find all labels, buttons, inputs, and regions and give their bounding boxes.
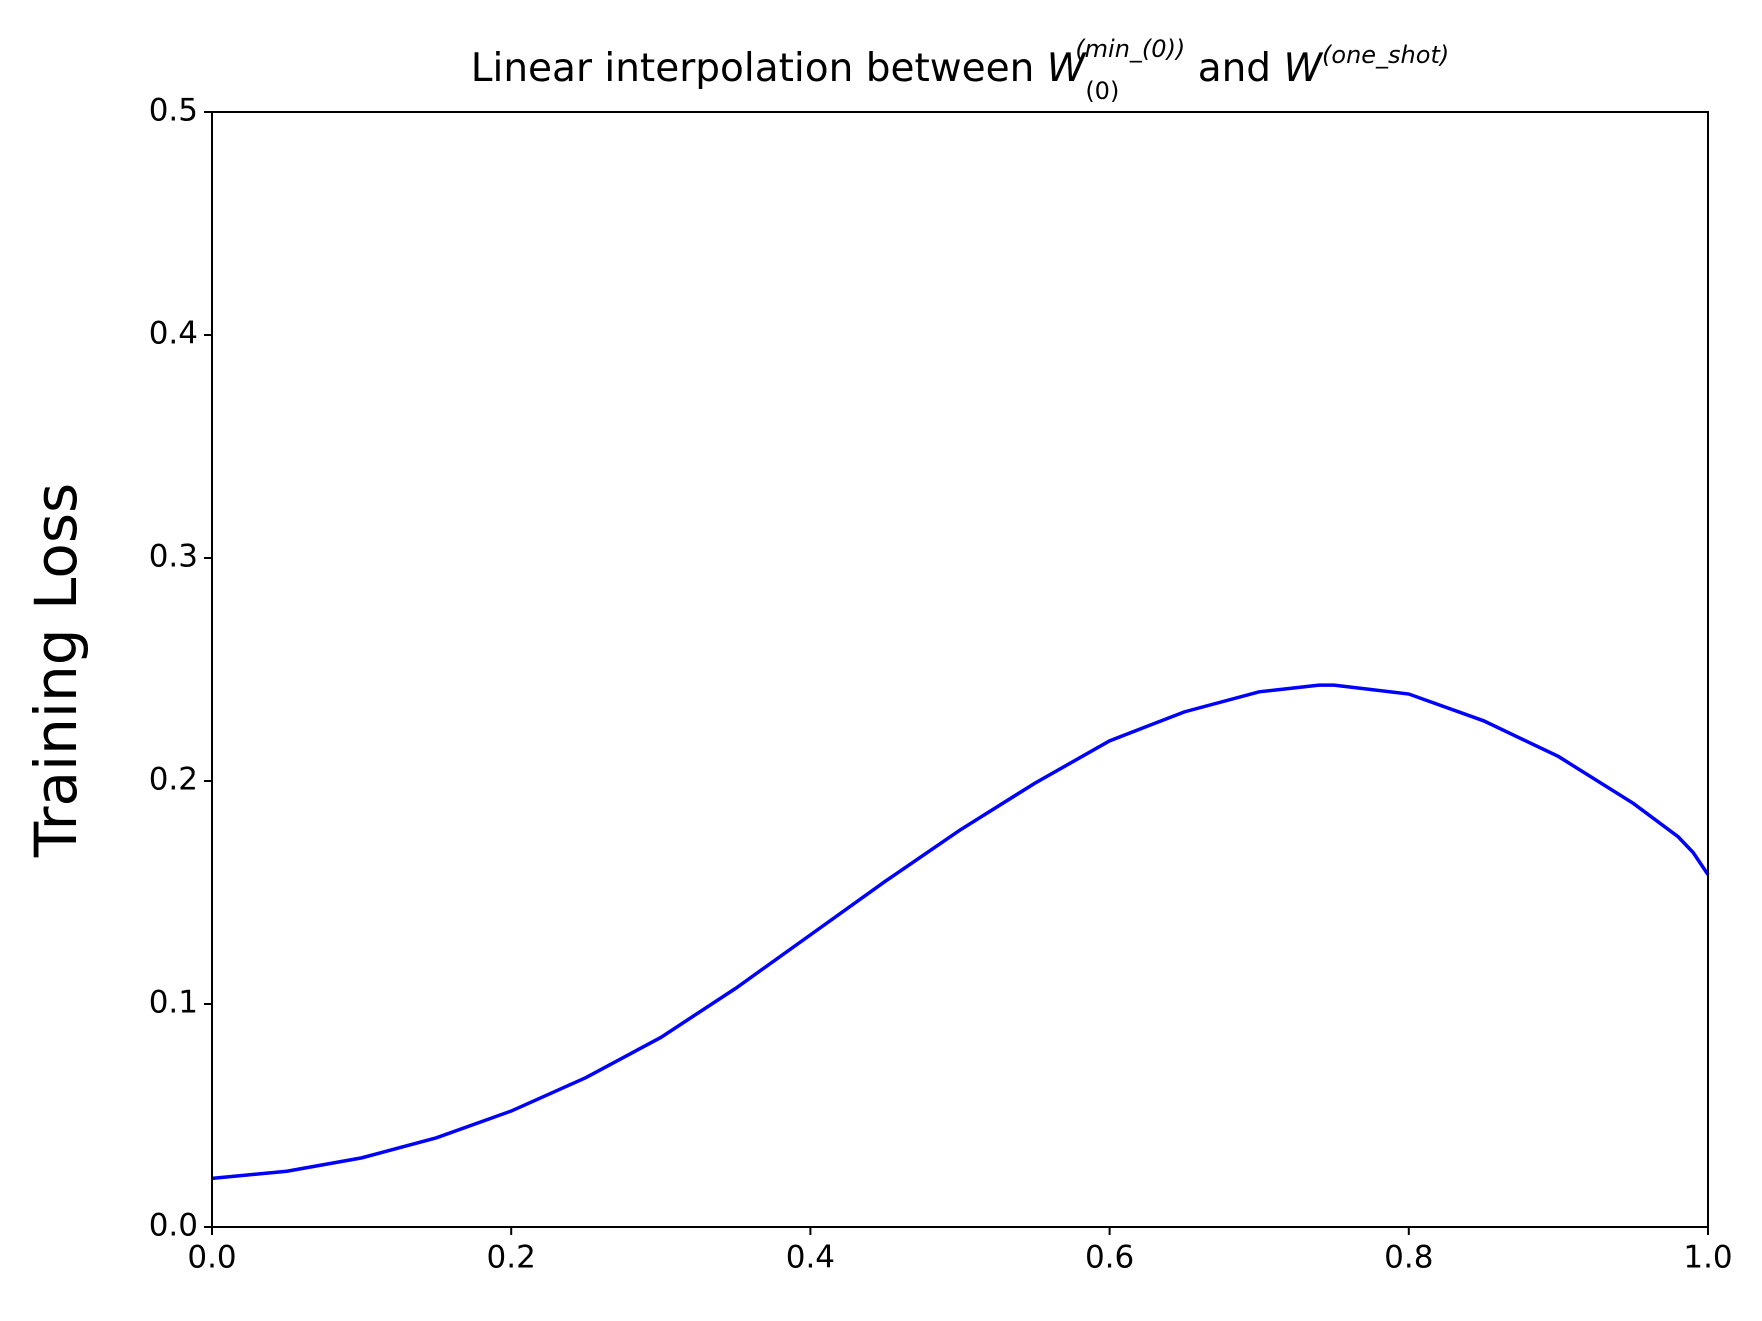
y-tick-label: 0.1	[149, 985, 198, 1021]
plot-frame	[211, 111, 1709, 1228]
y-tick-label: 0.4	[149, 316, 198, 352]
title-superscript: (one_shot)	[1322, 41, 1449, 69]
x-tick-label: 0.2	[487, 1240, 536, 1276]
y-tick-label: 0.5	[149, 93, 198, 129]
x-tick-label: 0.0	[187, 1240, 236, 1276]
y-axis-label: Training Loss	[22, 483, 90, 859]
x-tick-label: 0.6	[1085, 1240, 1134, 1276]
title-text: Linear interpolation between	[471, 46, 1047, 91]
title-superscript: (min_(0))	[1075, 35, 1185, 63]
title-symbol: W	[1283, 46, 1323, 91]
x-tick-label: 1.0	[1683, 1240, 1732, 1276]
title-symbol: W	[1047, 46, 1087, 91]
x-tick-label: 0.8	[1384, 1240, 1433, 1276]
x-tick-label: 0.4	[786, 1240, 835, 1276]
line-series	[211, 683, 1710, 1181]
y-tick-label: 0.2	[149, 762, 198, 798]
y-tick-label: 0.0	[149, 1208, 198, 1244]
title-subscript: (0)	[1085, 77, 1119, 105]
y-tick-label: 0.3	[149, 539, 198, 575]
chart-title: Linear interpolation between W(0)(min_(0…	[471, 35, 1449, 105]
title-text: and	[1185, 46, 1283, 91]
